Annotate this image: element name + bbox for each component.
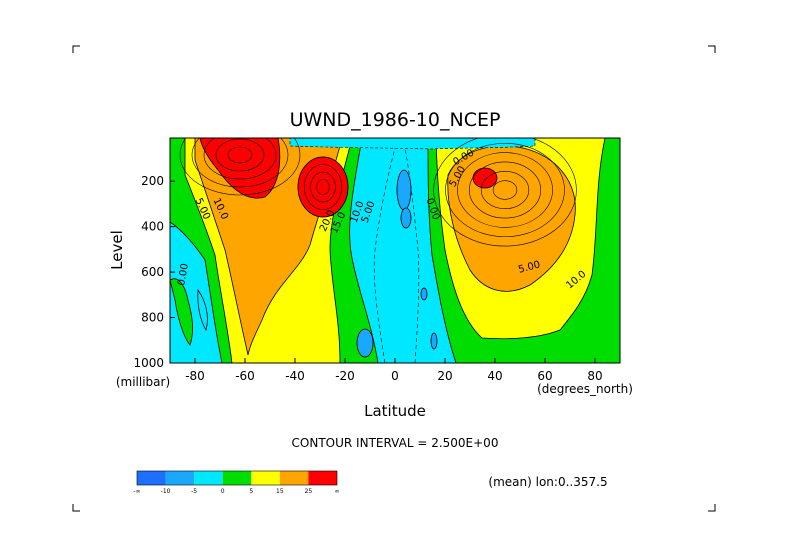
- x-tick-label: 0: [391, 369, 399, 383]
- contour-band-antarctic-surface: [170, 278, 194, 346]
- x-axis: -80 -60 -40 -20 0 20 40 60 80: [185, 358, 603, 383]
- contour-line-south-subtropical-jet: [310, 171, 336, 203]
- x-tick-label: -80: [185, 369, 205, 383]
- easterly-pocket-mid: [400, 207, 412, 229]
- contour-lines: [179, 138, 577, 363]
- contour-line-south-subtropical-jet: [303, 164, 343, 210]
- colorbar-segment: [251, 471, 280, 485]
- contour-line-south-polar-jet: [203, 138, 277, 180]
- y-tick-label: 800: [141, 311, 164, 325]
- colorbar-label: -∞: [133, 488, 140, 495]
- contour-line-negative: [373, 147, 396, 363]
- colorbar-segment: [194, 471, 223, 485]
- colorbar-label: 0: [221, 488, 225, 495]
- contour-line-south-polar-jet: [191, 138, 289, 188]
- easterly-pocket-north: [430, 332, 438, 350]
- easterly-pocket-upper: [396, 169, 412, 211]
- contour-line-negative: [404, 147, 420, 363]
- contour-line-north-jet: [457, 152, 553, 228]
- easterly-pocket-south: [356, 328, 374, 358]
- y-units-label: (millibar): [116, 375, 170, 389]
- chart-title: UWND_1986-10_NCEP: [290, 109, 501, 131]
- crop-marks: [72, 45, 716, 512]
- contour-line-south-subtropical-jet: [297, 156, 349, 218]
- y-tick-label: 400: [141, 220, 164, 234]
- contour-line-north-jet: [480, 171, 530, 210]
- x-tick-label: -60: [235, 369, 255, 383]
- colorbar-label: -10: [161, 488, 171, 495]
- y-axis: 200 400 600 800 1000: [133, 174, 175, 370]
- contour-line-north-jet: [492, 180, 518, 200]
- colorbar-label: 5: [249, 488, 253, 495]
- colorbar-label: -5: [191, 488, 197, 495]
- colorbar-label: 15: [276, 488, 284, 495]
- contour-band-above-25-north-jet: [472, 167, 498, 189]
- x-tick-label: -40: [285, 369, 305, 383]
- y-tick-label: 600: [141, 265, 164, 279]
- easterly-pocket-antarctic: [197, 288, 208, 332]
- contour-line-south-polar-jet: [215, 138, 265, 172]
- colorbar-segment: [165, 471, 195, 485]
- contour-line-north-jet: [468, 161, 541, 219]
- x-units-label: (degrees_north): [537, 382, 633, 396]
- y-axis-label: Level: [108, 230, 126, 270]
- stratospheric-easterly-band: [289, 138, 536, 150]
- contour-line-south-polar-jet: [179, 138, 301, 196]
- contour-line-south-polar-jet: [227, 146, 253, 164]
- colorbar-label: ∞: [335, 488, 340, 495]
- x-tick-label: 40: [487, 369, 502, 383]
- colorbar-segment: [222, 471, 252, 485]
- x-tick-label: 80: [587, 369, 602, 383]
- y-tick-label: 1000: [133, 356, 164, 370]
- x-tick-label: -20: [335, 369, 355, 383]
- y-tick-label: 200: [141, 174, 164, 188]
- easterly-pocket-small: [420, 287, 428, 301]
- contour-line-north-jet: [445, 142, 565, 238]
- contour-band-above-25-south-polar-jet: [199, 138, 281, 199]
- colorbar-segment: [137, 471, 166, 485]
- contour-label: 0.00: [176, 263, 191, 287]
- colorbar-segment: [308, 471, 337, 485]
- contour-interval-text: CONTOUR INTERVAL = 2.500E+00: [292, 436, 499, 450]
- x-tick-label: 20: [437, 369, 452, 383]
- colorbar: -∞ -10 -5 0 5 15 25 ∞: [133, 470, 340, 495]
- contour-line-south-subtropical-jet: [316, 179, 330, 195]
- mean-lon-annotation: (mean) lon:0..357.5: [488, 475, 607, 489]
- colorbar-frame: [136, 470, 338, 486]
- x-axis-label: Latitude: [364, 402, 426, 420]
- colorbar-segment: [279, 471, 309, 485]
- contour-line-north-jet: [433, 138, 577, 247]
- x-tick-label: 60: [537, 369, 552, 383]
- colorbar-label: 25: [305, 488, 313, 495]
